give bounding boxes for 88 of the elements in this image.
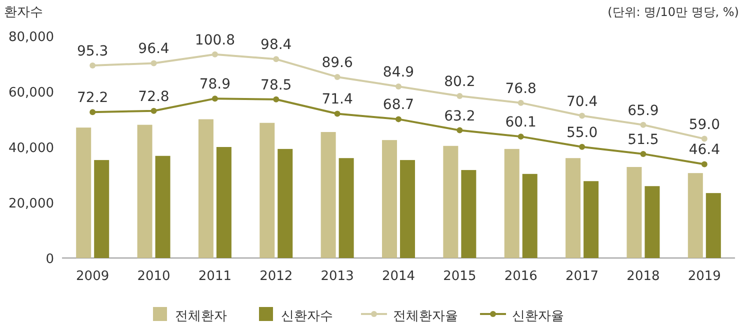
point [579, 144, 586, 150]
data-label: 84.9 [382, 64, 414, 80]
point [212, 96, 218, 102]
point [396, 116, 402, 122]
point [212, 51, 218, 58]
x-tick-label: 2009 [76, 269, 110, 284]
x-tick-label: 2015 [443, 269, 476, 284]
point [518, 134, 524, 140]
data-label: 95.3 [77, 43, 108, 60]
data-label: 100.8 [194, 32, 235, 48]
bar [137, 124, 152, 258]
data-label: 96.4 [138, 41, 170, 58]
data-label: 71.4 [322, 92, 353, 108]
data-label: 65.9 [628, 102, 659, 119]
x-tick-label: 2017 [566, 269, 599, 284]
bar [198, 119, 214, 258]
bar [566, 158, 581, 258]
data-label: 98.4 [260, 37, 292, 54]
y-tick-label: 40,000 [8, 141, 54, 156]
bar [461, 170, 476, 258]
x-tick-label: 2012 [260, 269, 293, 284]
point [456, 92, 463, 99]
point [396, 83, 402, 90]
data-label: 78.9 [199, 76, 231, 93]
point [640, 150, 646, 157]
data-label: 46.4 [688, 142, 720, 158]
bar [382, 140, 397, 258]
bar [260, 122, 275, 258]
x-tick-label: 2013 [320, 269, 354, 284]
data-label: 78.5 [260, 77, 292, 94]
x-tick-label: 2011 [198, 269, 232, 284]
data-label: 59.0 [688, 116, 720, 133]
y-tick-label: 0 [46, 252, 54, 267]
data-label: 63.2 [444, 108, 476, 124]
data-label: 70.4 [566, 94, 598, 110]
bar [584, 181, 599, 258]
x-tick-label: 2014 [382, 269, 416, 284]
bar [443, 146, 458, 258]
data-label: 72.8 [138, 88, 170, 105]
data-label: 80.2 [444, 74, 476, 90]
x-tick-label: 2016 [504, 269, 538, 284]
point [273, 96, 280, 102]
x-tick-label: 2010 [137, 269, 170, 284]
y-tick-label: 80,000 [8, 30, 54, 45]
bar [626, 166, 642, 258]
legend-label: 전체환자율 [393, 309, 458, 324]
data-label: 60.1 [505, 114, 536, 131]
legend-label: 신환자율 [512, 309, 564, 324]
data-label: 72.2 [77, 90, 108, 106]
data-label: 89.6 [322, 54, 353, 71]
y-axis-title: 환자수 [4, 5, 43, 20]
y-tick-label: 20,000 [8, 196, 54, 212]
y-tick-label: 60,000 [8, 86, 54, 100]
data-label: 68.7 [382, 97, 414, 114]
point [456, 127, 463, 134]
point [90, 62, 96, 68]
bar [76, 128, 92, 258]
bar [94, 160, 110, 258]
text: (단위: 명/10만 명당, %) [608, 5, 739, 19]
point [701, 161, 708, 168]
data-label: 76.8 [505, 80, 536, 97]
bar [216, 147, 232, 258]
data-label: 55.0 [566, 124, 598, 141]
point [334, 110, 340, 117]
bar [338, 158, 354, 258]
bar [320, 132, 336, 258]
point [150, 108, 157, 114]
data-label: 51.5 [628, 132, 659, 148]
point [701, 136, 708, 142]
point [518, 100, 524, 106]
point [273, 56, 280, 62]
point [640, 122, 646, 128]
bar [644, 186, 660, 258]
bar [504, 148, 520, 258]
point [579, 112, 586, 119]
bar [522, 174, 538, 258]
bar [278, 148, 293, 258]
point [334, 74, 340, 80]
bar [706, 193, 721, 258]
x-tick-label: 2019 [688, 269, 721, 284]
bar [400, 160, 415, 258]
x-tick-label: 2018 [626, 269, 660, 284]
legend-label: 전체환자 [175, 309, 227, 324]
legend-label: 신환자수 [281, 309, 333, 324]
bar [155, 156, 170, 258]
point [150, 60, 157, 66]
bar [688, 173, 703, 258]
point [90, 109, 96, 116]
